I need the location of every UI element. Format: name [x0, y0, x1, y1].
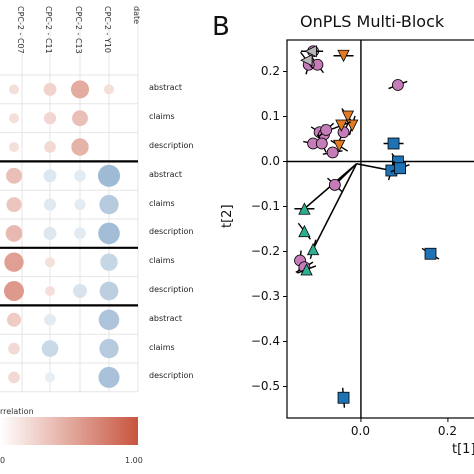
- scatter-point: [298, 224, 311, 238]
- heatmap-cell-circle: [41, 340, 59, 357]
- heatmap-cell-circle: [98, 309, 120, 331]
- loading-spoke: [312, 163, 358, 250]
- x-axis-label: t[1]: [452, 442, 474, 457]
- scatter-point: [320, 124, 333, 136]
- scatter-point: [328, 178, 341, 191]
- heatmap-row-label: description: [149, 141, 194, 150]
- y-tick-label: 0.1: [260, 108, 280, 123]
- heatmap-cell-circle: [44, 257, 56, 268]
- heatmap-column-label: date: [132, 6, 141, 25]
- heatmap-cell-circle: [43, 82, 57, 96]
- scatter-point: [315, 137, 328, 150]
- heatmap-cell-circle: [72, 283, 88, 299]
- y-tick-label: −0.5: [250, 378, 280, 393]
- heatmap-row-label: abstract: [149, 169, 183, 179]
- heatmap-cell-circle: [44, 285, 56, 297]
- heatmap-cell-circle: [6, 167, 22, 184]
- scatter-point: [335, 119, 348, 132]
- heatmap-cell-circle: [44, 372, 56, 383]
- heatmap-cell-circle: [98, 222, 120, 245]
- scatter-point: [394, 162, 406, 175]
- legend-colorbar: [0, 417, 138, 445]
- heatmap-cell-circle: [74, 169, 86, 182]
- heatmap-row-label: abstract: [149, 313, 183, 323]
- scatter-point: [391, 79, 404, 91]
- heatmap-svg: [0, 10, 139, 445]
- scatter-point: [306, 242, 320, 256]
- heatmap-row-label: description: [149, 371, 194, 381]
- scatter-point: [337, 391, 350, 404]
- heatmap-row-label: abstract: [149, 83, 183, 93]
- heatmap-column-label: CPC-2 - C13: [74, 6, 83, 54]
- heatmap-row-label: claims: [149, 256, 175, 266]
- legend-title: rrelation: [0, 407, 34, 416]
- y-tick-label: 0.0: [260, 153, 280, 168]
- heatmap-cell-circle: [99, 194, 119, 215]
- heatmap-row-label: claims: [149, 342, 175, 352]
- heatmap-row-label: description: [149, 227, 194, 237]
- heatmap-cell-circle: [8, 371, 20, 384]
- scatter-point: [298, 202, 311, 215]
- heatmap-cell-circle: [8, 141, 20, 153]
- legend-min-label: 0: [0, 456, 6, 465]
- heatmap-cell-circle: [44, 313, 56, 326]
- heatmap-row-label: description: [149, 285, 194, 294]
- scatter-point: [326, 146, 339, 159]
- heatmap-cell-circle: [98, 366, 120, 388]
- scatter-point: [424, 247, 437, 260]
- legend-max-label: 1.00: [125, 456, 143, 465]
- heatmap-column-label: CPC-2 - C07: [16, 6, 25, 54]
- scatter-point: [300, 263, 313, 276]
- heatmap-row-label: claims: [149, 112, 175, 122]
- heatmap-cell-circle: [43, 169, 57, 183]
- heatmap-cell-circle: [71, 138, 89, 156]
- heatmap-cell-circle: [43, 112, 57, 125]
- heatmap-cell-circle: [8, 113, 20, 124]
- scatter-point: [387, 137, 400, 150]
- heatmap-cell-circle: [5, 225, 23, 242]
- heatmap-cell-circle: [43, 226, 57, 240]
- heatmap-cell-circle: [74, 199, 86, 211]
- x-tick-label: 0.0: [350, 424, 371, 438]
- heatmap-cell-circle: [43, 198, 57, 211]
- heatmap-cell-circle: [72, 110, 88, 127]
- heatmap-cell-circle: [103, 84, 115, 95]
- heatmap-cell-circle: [8, 84, 20, 95]
- panel-b-letter: B: [212, 12, 230, 42]
- y-tick-label: −0.4: [250, 333, 280, 348]
- y-tick-label: −0.2: [250, 243, 280, 258]
- heatmap-cell-circle: [100, 253, 118, 271]
- heatmap-cell-circle: [70, 80, 90, 99]
- scatter-point: [337, 49, 350, 63]
- heatmap-column-label: CPC-2 - C11: [44, 6, 53, 54]
- scatter-point: [304, 45, 317, 58]
- heatmap-cell-circle: [97, 164, 121, 187]
- scatter-frame: [286, 39, 474, 419]
- heatmap-column-label: CPC-2 - Y10: [103, 6, 112, 54]
- y-tick-label: 0.2: [260, 63, 280, 78]
- scatter-point: [333, 139, 346, 153]
- scatter-point: [341, 110, 355, 123]
- heatmap-cell-circle: [99, 281, 119, 301]
- heatmap-cell-circle: [6, 312, 22, 327]
- scatter-title: OnPLS Multi-Block: [300, 12, 445, 31]
- heatmap-cell-circle: [4, 252, 24, 272]
- heatmap-cell-circle: [99, 338, 119, 359]
- heatmap-row-label: claims: [149, 198, 175, 208]
- heatmap-cell-circle: [74, 227, 86, 240]
- heatmap-cell-circle: [8, 342, 20, 355]
- y-tick-label: −0.3: [250, 288, 280, 303]
- x-tick-label: 0.2: [437, 424, 457, 438]
- y-tick-label: −0.1: [250, 198, 280, 213]
- y-axis-label: t[2]: [220, 204, 235, 228]
- heatmap-cell-circle: [6, 197, 22, 213]
- scatter-point: [300, 54, 313, 67]
- heatmap-cell-circle: [44, 141, 56, 153]
- heatmap-cell-circle: [4, 281, 24, 301]
